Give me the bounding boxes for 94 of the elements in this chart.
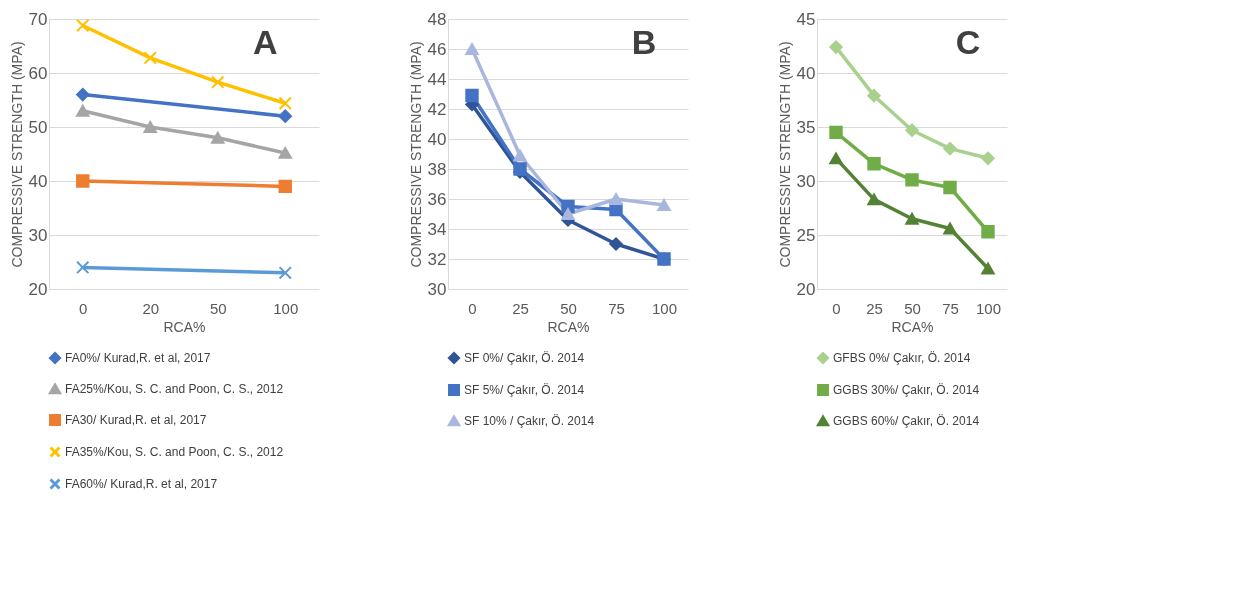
y-tick-label: 30: [28, 225, 48, 245]
point: [943, 222, 957, 235]
y-tick-label: 25: [796, 225, 816, 245]
point: [513, 162, 527, 176]
x-tick-label: 100: [273, 299, 299, 317]
x-tick-label: 0: [79, 299, 88, 317]
x-axis-title: RCA%: [547, 318, 590, 335]
y-tick-label: 30: [796, 171, 816, 191]
point: [905, 212, 919, 225]
x-tick-label: 25: [866, 299, 883, 317]
legend-label: FA25%/Kou, S. C. and Poon, C. S., 2012: [65, 382, 284, 396]
y-tick-label: 44: [427, 69, 447, 89]
x-tick-label: 0: [832, 299, 841, 317]
point: [76, 87, 90, 102]
legend-label: FA35%/Kou, S. C. and Poon, C. S., 2012: [65, 445, 284, 459]
x-tick-label: 100: [651, 299, 678, 317]
point: [211, 131, 225, 144]
y-tick-label: 40: [796, 63, 816, 83]
point: [278, 109, 292, 123]
y-tick-label: 48: [427, 9, 447, 29]
point: [76, 260, 90, 275]
point: [609, 237, 623, 251]
y-tick-label: 32: [427, 249, 447, 269]
y-tick-label: 45: [796, 9, 816, 29]
legend-label: SF 0%/ Çakır, Ö. 2014: [464, 351, 585, 365]
point: [905, 123, 919, 137]
y-tick-label: 40: [427, 129, 447, 149]
point: [278, 266, 292, 280]
point: [943, 141, 957, 156]
y-tick-label: 40: [28, 171, 48, 191]
annotation: B: [631, 23, 657, 61]
legend-label: FA30/ Kurad,R. et al, 2017: [65, 413, 207, 427]
point: [561, 208, 575, 220]
point: [981, 151, 995, 166]
point: [465, 88, 479, 103]
point: [867, 193, 881, 206]
y-tick-label: 46: [427, 39, 447, 59]
point: [905, 173, 919, 187]
point: [981, 262, 995, 275]
point: [657, 199, 671, 211]
legend-label: FA0%/ Kurad,R. et al, 2017: [65, 351, 211, 365]
point: [278, 146, 292, 159]
point: [143, 121, 157, 133]
x-tick-label: 50: [904, 299, 921, 317]
point: [513, 149, 527, 162]
point: [829, 40, 843, 54]
x-tick-label: 75: [942, 299, 959, 317]
y-tick-label: 36: [427, 189, 447, 209]
point: [143, 51, 157, 65]
x-tick-label: 50: [560, 299, 577, 317]
point: [76, 174, 90, 188]
legend-label: GFBS 0%/ Çakır, Ö. 2014: [833, 351, 971, 365]
y-tick-label: 42: [427, 99, 447, 119]
point: [867, 157, 881, 171]
x-tick-label: 75: [608, 299, 625, 317]
y-tick-label: 60: [28, 63, 48, 83]
x-tick-label: 25: [512, 299, 529, 317]
y-tick-label: 70: [28, 9, 48, 29]
y-tick-label: 30: [427, 279, 447, 299]
point: [211, 75, 225, 89]
point: [867, 88, 881, 103]
x-tick-label: 50: [209, 299, 227, 317]
point: [829, 152, 843, 165]
point: [829, 125, 843, 140]
annotation: A: [252, 23, 278, 61]
legend-label: GGBS 60%/ Çakır, Ö. 2014: [833, 414, 980, 428]
x-tick-label: 100: [975, 299, 1002, 317]
point: [465, 43, 479, 55]
point: [561, 199, 575, 214]
legend-label: FA60%/ Kurad,R. et al, 2017: [65, 477, 218, 491]
point: [278, 96, 292, 110]
y-tick-label: 35: [796, 117, 816, 137]
point: [278, 179, 292, 194]
annotation: C: [955, 23, 981, 61]
y-axis-title: COMPRESSIVE STRENGTH (MPA): [407, 41, 424, 268]
y-tick-label: 50: [28, 117, 48, 137]
legend-label: SF 5%/ Çakır, Ö. 2014: [464, 383, 585, 397]
point: [609, 193, 623, 205]
y-tick-label: 20: [28, 279, 48, 299]
y-tick-label: 20: [796, 279, 816, 299]
y-axis-title: COMPRESSIVE STRENGTH (MPA): [8, 41, 25, 268]
x-tick-label: 0: [468, 299, 477, 317]
x-axis-title: RCA%: [163, 318, 206, 335]
legend-label: SF 10% / Çakır, Ö. 2014: [464, 414, 595, 428]
point: [76, 104, 90, 117]
x-tick-label: 20: [142, 299, 160, 317]
legend-label: GGBS 30%/ Çakır, Ö. 2014: [833, 383, 980, 397]
point: [981, 225, 995, 239]
y-tick-label: 38: [427, 159, 447, 179]
point: [76, 18, 90, 33]
x-axis-title: RCA%: [891, 318, 934, 335]
y-axis-title: COMPRESSIVE STRENGTH (MPA): [776, 41, 793, 268]
point: [943, 180, 957, 195]
y-tick-label: 34: [427, 219, 447, 239]
